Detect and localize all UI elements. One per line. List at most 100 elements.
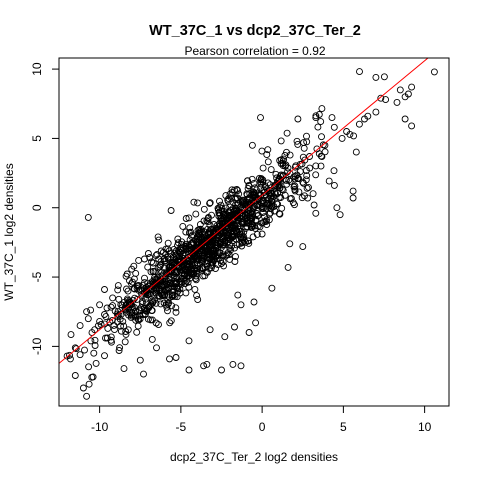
data-point [185,214,193,222]
data-point [349,187,357,195]
data-point [135,286,143,294]
data-point [187,240,195,248]
data-point [350,132,358,140]
data-point [182,289,190,297]
data-point [172,308,180,316]
data-point [195,249,202,257]
data-point [289,199,297,207]
data-point [277,171,285,179]
data-point [206,221,214,229]
data-point [187,228,195,236]
data-point [225,215,233,222]
data-point [178,238,186,246]
data-point [190,198,198,206]
data-point [152,299,160,307]
data-point [408,83,416,91]
data-point [154,233,162,241]
data-point [336,211,344,219]
data-point [318,153,326,161]
data-point [382,96,390,104]
data-point [279,157,287,165]
data-point [133,285,141,292]
data-point [158,291,166,299]
data-point [175,262,183,270]
data-point [132,307,140,315]
data-point [300,144,308,152]
data-point [133,328,141,336]
data-point [147,316,155,324]
data-point [222,192,230,200]
data-point [136,356,144,364]
data-point [179,251,187,258]
data-point [231,186,238,194]
data-point [216,231,224,239]
data-point [119,317,127,325]
data-point [206,326,214,334]
data-point [306,153,313,160]
data-point [245,195,253,203]
data-point [291,182,299,190]
data-point [264,187,272,195]
data-point [109,302,117,310]
data-point [191,285,199,293]
data-point [282,176,290,184]
data-point [259,178,267,186]
data-point [229,233,237,241]
data-point [92,359,100,367]
data-point [137,304,145,312]
data-point [275,210,283,218]
data-point [303,184,311,192]
data-point [76,322,84,330]
data-point [248,175,256,183]
data-point [264,146,272,154]
data-point [101,320,109,328]
y-tick-label: -10 [30,337,44,355]
data-point [328,114,336,122]
data-point [166,355,173,363]
data-point [238,242,246,250]
data-point [312,114,320,122]
data-point [298,194,306,202]
data-point [266,209,274,217]
fit-line [59,58,429,364]
data-point [128,265,136,273]
y-tick-label: 10 [30,62,44,76]
data-point [259,218,267,226]
data-point [286,240,294,248]
data-point [232,253,239,261]
data-point [104,324,112,332]
data-point [262,204,270,212]
data-point [87,306,95,314]
data-point [284,263,292,271]
data-point [232,194,240,202]
data-point [114,286,122,294]
data-point [208,262,216,269]
data-point [291,163,299,171]
data-point [110,321,118,329]
data-point [309,190,317,198]
data-point [103,304,111,312]
data-point [204,235,212,243]
data-points [63,68,438,400]
data-point [185,337,193,345]
data-point [248,215,256,223]
fit-line-layer [59,58,429,364]
data-point [317,118,325,126]
data-point [198,242,206,250]
data-point [186,224,194,232]
data-point [300,179,307,187]
data-point [134,322,142,330]
data-point [251,184,259,192]
data-point [141,274,148,282]
data-point [165,285,173,293]
data-point [84,213,92,221]
data-point [149,297,156,305]
data-point [176,285,184,293]
data-point [319,141,327,149]
data-point [203,247,211,255]
data-point [244,207,252,215]
data-point [294,140,302,148]
data-point [204,218,212,226]
data-point [164,292,172,300]
data-point [191,262,199,270]
